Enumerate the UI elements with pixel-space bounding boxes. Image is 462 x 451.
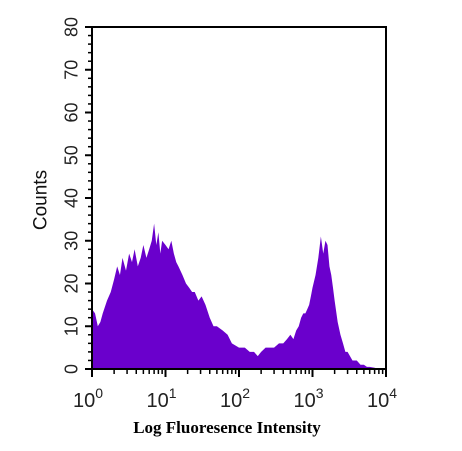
y-tick-label: 20 — [61, 273, 81, 293]
y-axis: 0 10 20 30 40 50 60 70 80 — [61, 17, 92, 374]
y-tick-label: 10 — [61, 316, 81, 336]
x-axis-title: Log Fluoresence Intensity — [133, 418, 321, 437]
y-axis-title: Counts — [31, 170, 52, 230]
x-tick-label: 103 — [293, 385, 323, 412]
x-tick-label: 101 — [146, 385, 176, 412]
y-tick-label: 50 — [61, 145, 81, 165]
x-tick-label: 102 — [220, 385, 250, 412]
y-tick-label: 60 — [61, 102, 81, 122]
y-tick-label: 0 — [61, 364, 81, 374]
y-tick-label: 80 — [61, 17, 81, 37]
x-axis: 100 101 102 103 104 — [73, 369, 397, 412]
y-tick-label: 70 — [61, 60, 81, 80]
x-tick-label: 104 — [367, 385, 397, 412]
y-tick-label: 40 — [61, 188, 81, 208]
plot-area — [92, 223, 386, 369]
plot-frame — [91, 26, 387, 370]
histogram-area — [92, 223, 386, 369]
x-tick-label: 100 — [73, 385, 103, 412]
y-tick-label: 30 — [61, 231, 81, 251]
